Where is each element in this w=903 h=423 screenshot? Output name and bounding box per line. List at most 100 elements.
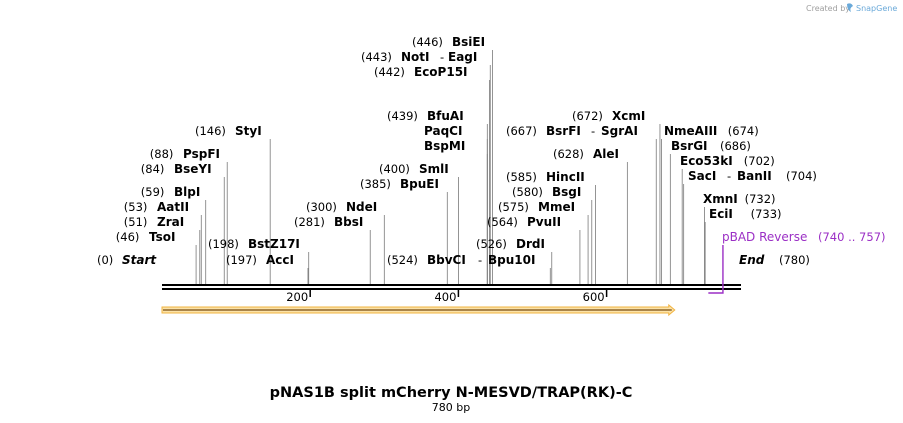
enzyme-position: (575): [498, 200, 529, 214]
enzyme-name[interactable]: MmeI: [538, 200, 575, 214]
enzyme-site-smli[interactable]: SmlI (400): [379, 162, 459, 284]
enzyme-name[interactable]: NdeI: [346, 200, 377, 214]
enzyme-site-bstz17i[interactable]: BstZ17I (198): [208, 237, 310, 284]
enzyme-name[interactable]: XcmI: [612, 109, 645, 123]
enzyme-name[interactable]: AatII: [157, 200, 189, 214]
enzyme-alt-name[interactable]: SgrAI: [601, 124, 638, 138]
enzyme-name[interactable]: ZraI: [157, 215, 184, 229]
enzyme-name[interactable]: BsrGI: [671, 139, 708, 153]
enzyme-site-mmei[interactable]: MmeI (575): [498, 200, 589, 284]
enzyme-site-tsoi[interactable]: TsoI (46): [116, 230, 197, 284]
axis-tick-label: 600: [583, 290, 605, 304]
enzyme-position: (46): [116, 230, 140, 244]
orf-feature[interactable]: [161, 303, 676, 317]
enzyme-separator: -: [478, 253, 482, 267]
enzyme-name[interactable]: BsiEI: [452, 35, 485, 49]
primer-name[interactable]: pBAD Reverse: [722, 230, 807, 244]
enzyme-name[interactable]: AccI: [266, 253, 294, 267]
enzyme-site-ecop15i[interactable]: EcoP15I (442): [374, 65, 490, 284]
enzyme-site-bsiei[interactable]: BsiEI (446): [412, 35, 493, 284]
enzyme-site-drdi[interactable]: DrdI (526): [476, 237, 553, 284]
enzyme-position: (702): [744, 154, 775, 168]
enzyme-name[interactable]: NotI: [401, 50, 430, 64]
enzyme-name[interactable]: HincII: [546, 170, 585, 184]
enzyme-alt-name[interactable]: EagI: [448, 50, 477, 64]
enzyme-site-ndei[interactable]: NdeI (300): [306, 200, 385, 284]
enzyme-name[interactable]: BlpI: [174, 185, 200, 199]
axis-tick-label: 400: [434, 290, 456, 304]
enzyme-site-bbvci[interactable]: BbvCI (524) - Bpu10I: [387, 253, 551, 284]
enzyme-position: (198): [208, 237, 239, 251]
enzyme-name[interactable]: XmnI: [703, 192, 738, 206]
end-label-group: End (780): [739, 253, 810, 267]
enzyme-position: (442): [374, 65, 405, 79]
enzyme-name[interactable]: SmlI: [419, 162, 449, 176]
credit-brand: SnapGene: [856, 4, 897, 13]
enzyme-name[interactable]: AleI: [593, 147, 619, 161]
enzyme-site-bsrgi[interactable]: BsrGI (686): [669, 139, 751, 284]
enzyme-name[interactable]: BbsI: [334, 215, 363, 229]
enzyme-site-aatii[interactable]: AatII (53): [124, 200, 202, 284]
enzyme-position: (526): [476, 237, 507, 251]
enzyme-site-xcmi[interactable]: XcmI (672): [572, 109, 661, 284]
enzyme-position: (585): [506, 170, 537, 184]
enzyme-site-pvuii[interactable]: PvuII (564): [487, 215, 581, 284]
enzyme-site-pspfi[interactable]: PspFI (88): [150, 147, 228, 284]
enzyme-name[interactable]: DrdI: [516, 237, 545, 251]
enzyme-site-bseyi[interactable]: BseYI (84): [141, 162, 225, 284]
enzyme-site-ecii[interactable]: EciI (733): [704, 207, 782, 284]
enzyme-site-zrai[interactable]: ZraI (51): [124, 215, 201, 284]
enzyme-name[interactable]: PvuII: [527, 215, 561, 229]
enzyme-site-alei[interactable]: AleI (628): [553, 147, 628, 284]
enzyme-position: (84): [141, 162, 165, 176]
enzyme-position: (443): [361, 50, 392, 64]
enzyme-name[interactable]: PspFI: [183, 147, 220, 161]
primer-bracket[interactable]: [708, 245, 724, 294]
enzyme-site-bsrfi[interactable]: BsrFI (667) - SgrAI: [506, 124, 657, 284]
enzyme-name[interactable]: NmeAIII: [664, 124, 717, 138]
enzyme-name[interactable]: PaqCI: [424, 124, 462, 138]
enzyme-alt-name[interactable]: Bpu10I: [488, 253, 535, 267]
dna-backbone: [162, 284, 741, 290]
enzyme-site-acci[interactable]: AccI (197): [226, 253, 309, 284]
enzyme-site-noti[interactable]: NotI (443) - EagI: [361, 50, 491, 284]
enzyme-position: (733): [751, 207, 782, 221]
enzyme-position: (400): [379, 162, 410, 176]
enzyme-name[interactable]: BseYI: [174, 162, 212, 176]
primer-feature[interactable]: pBAD Reverse (740 .. 757): [708, 230, 886, 294]
enzyme-name[interactable]: BspMI: [424, 139, 465, 153]
enzyme-name[interactable]: BbvCI: [427, 253, 466, 267]
enzyme-name[interactable]: BsgI: [552, 185, 581, 199]
axis-tick-label: 200: [286, 290, 308, 304]
enzyme-name[interactable]: BsrFI: [546, 124, 581, 138]
enzyme-site-bbsi[interactable]: BbsI (281): [294, 215, 371, 284]
enzyme-site-bfuai[interactable]: BfuAI (439): [387, 109, 488, 284]
enzyme-name[interactable]: EcoP15I: [414, 65, 468, 79]
enzyme-position: (88): [150, 147, 174, 161]
enzyme-site-hincii[interactable]: HincII (585): [506, 170, 596, 284]
enzyme-site-blpi[interactable]: BlpI (59): [141, 185, 207, 284]
enzyme-site-saci[interactable]: SacI (704) - BanII: [683, 169, 817, 284]
enzyme-name[interactable]: StyI: [235, 124, 262, 138]
enzyme-position: (281): [294, 215, 325, 229]
credit-text: Created by: [806, 4, 850, 13]
enzyme-position: (704): [786, 169, 817, 183]
enzyme-name[interactable]: SacI: [688, 169, 716, 183]
primer-range: (740 .. 757): [818, 230, 886, 244]
enzyme-site-nmeaiii[interactable]: NmeAIII (674): [661, 124, 759, 284]
enzyme-site-xmni[interactable]: XmnI (732): [703, 192, 776, 284]
enzyme-name[interactable]: TsoI: [149, 230, 175, 244]
enzyme-position: (686): [720, 139, 751, 153]
enzyme-alt-name[interactable]: BanII: [737, 169, 772, 183]
enzyme-name[interactable]: BpuEI: [400, 177, 439, 191]
enzyme-name[interactable]: BstZ17I: [248, 237, 300, 251]
enzyme-site-eco53ki[interactable]: Eco53kI (702): [680, 154, 775, 284]
enzyme-name[interactable]: BfuAI: [427, 109, 464, 123]
enzyme-name[interactable]: EciI: [709, 207, 733, 221]
enzyme-site-styi[interactable]: StyI (146): [195, 124, 271, 284]
enzyme-site-bsgi[interactable]: BsgI (580): [512, 185, 593, 284]
enzyme-site-bpuei[interactable]: BpuEI (385): [360, 177, 448, 284]
enzyme-position: (59): [141, 185, 165, 199]
enzyme-name[interactable]: Eco53kI: [680, 154, 733, 168]
end-position: (780): [779, 253, 810, 267]
